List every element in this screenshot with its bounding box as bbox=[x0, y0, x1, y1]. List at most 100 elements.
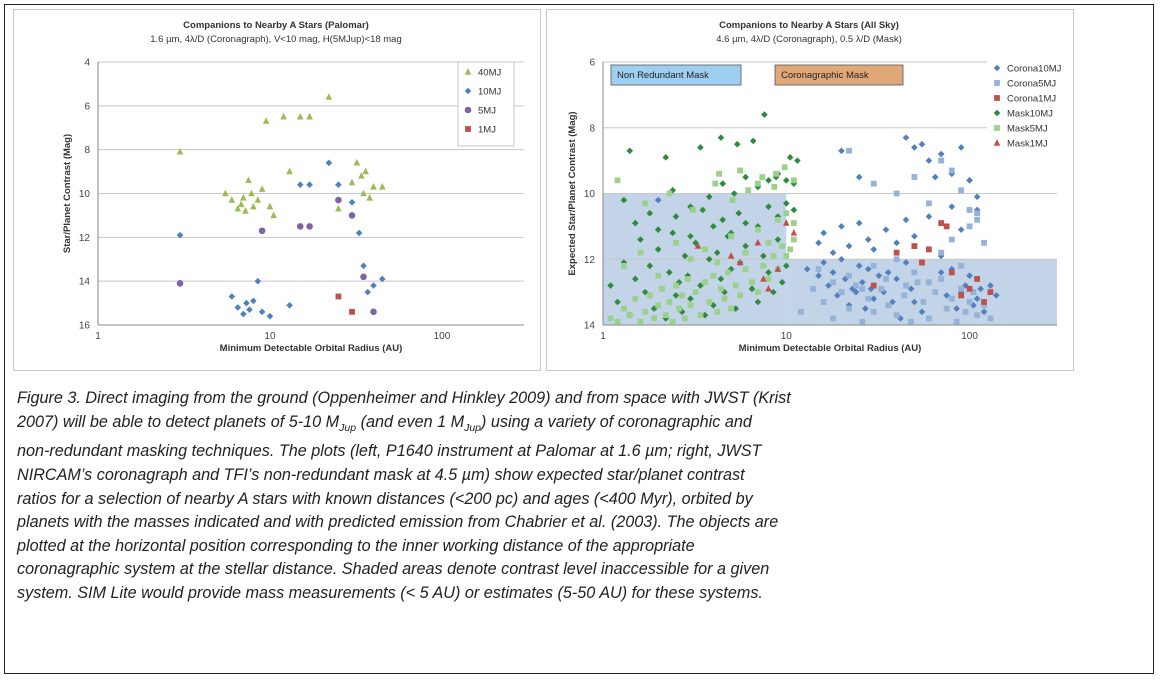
right-point-corona10mj bbox=[864, 265, 872, 273]
right-point-mask5mj bbox=[729, 197, 736, 203]
right-legend-label-corona1mj: Corona1MJ bbox=[1007, 94, 1056, 105]
left-series-1mj bbox=[335, 293, 355, 315]
left-point-40mj bbox=[266, 202, 274, 210]
caption-line-1: Figure 3. Direct imaging from the ground… bbox=[17, 389, 791, 407]
right-point-corona10mj bbox=[987, 282, 994, 289]
right-legend bbox=[987, 58, 1067, 156]
right-point-corona10mj bbox=[815, 239, 822, 247]
right-legend-label-mask1mj: Mask1MJ bbox=[1007, 139, 1048, 150]
right-point-corona5mj bbox=[846, 147, 852, 154]
right-point-mask10mj bbox=[607, 282, 614, 289]
right-point-mask5mj bbox=[642, 200, 649, 207]
right-point-corona10mj bbox=[820, 229, 827, 237]
right-point-mask5mj bbox=[646, 292, 653, 299]
caption-line-2b: (and even 1 M bbox=[356, 412, 465, 431]
right-point-corona10mj bbox=[815, 272, 822, 279]
right-point-mask1mj bbox=[736, 258, 744, 266]
right-point-mask10mj bbox=[774, 236, 782, 243]
right-point-mask5mj bbox=[759, 174, 766, 180]
right-point-mask10mj bbox=[717, 275, 725, 283]
right-point-mask5mj bbox=[651, 315, 657, 322]
right-point-mask10mj bbox=[710, 223, 717, 230]
left-point-40mj bbox=[248, 189, 255, 197]
left-point-40mj bbox=[242, 207, 249, 214]
left-point-10mj bbox=[243, 299, 250, 307]
right-point-corona5mj bbox=[938, 276, 945, 282]
right-point-corona5mj bbox=[966, 299, 973, 305]
left-point-10mj bbox=[254, 277, 262, 285]
left-ytick-14: 14 bbox=[79, 277, 91, 288]
right-point-corona5mj bbox=[925, 279, 932, 286]
right-point-corona5mj bbox=[859, 318, 866, 325]
left-point-40mj bbox=[370, 183, 377, 190]
right-point-corona5mj bbox=[966, 207, 973, 213]
left-legend-marker-40mj bbox=[464, 68, 472, 75]
right-point-mask5mj bbox=[718, 285, 724, 292]
right-point-mask5mj bbox=[642, 308, 649, 315]
right-point-corona10mj bbox=[966, 177, 973, 184]
right-point-mask5mj bbox=[706, 299, 713, 305]
right-point-corona1mj bbox=[974, 276, 981, 282]
caption-sub-2: Jup bbox=[464, 421, 482, 434]
left-point-40mj bbox=[306, 112, 313, 120]
left-xtick-100: 100 bbox=[434, 331, 451, 342]
left-point-5mj bbox=[335, 196, 342, 204]
right-point-corona10mj bbox=[838, 223, 845, 230]
right-point-corona5mj bbox=[830, 279, 836, 286]
left-point-10mj bbox=[364, 288, 371, 296]
left-series-40mj bbox=[176, 93, 386, 219]
left-legend-label-10mj: 10MJ bbox=[478, 87, 501, 98]
right-ytick-10: 10 bbox=[584, 189, 596, 200]
right-point-mask5mj bbox=[710, 272, 717, 279]
right-point-corona10mj bbox=[977, 285, 984, 293]
left-point-5mj bbox=[360, 273, 367, 281]
right-point-mask5mj bbox=[745, 187, 752, 194]
right-point-corona10mj bbox=[838, 255, 845, 263]
caption-line-5: ratios for a selection of nearby A stars… bbox=[17, 489, 753, 508]
right-point-mask5mj bbox=[749, 279, 755, 286]
left-point-40mj bbox=[228, 196, 236, 203]
left-point-10mj bbox=[355, 229, 363, 237]
right-point-corona10mj bbox=[931, 173, 939, 181]
right-point-mask5mj bbox=[682, 315, 688, 322]
right-point-corona5mj bbox=[853, 282, 859, 289]
right-point-corona5mj bbox=[903, 282, 909, 289]
right-point-mask5mj bbox=[626, 312, 633, 319]
right-point-corona1mj bbox=[870, 282, 877, 289]
left-point-40mj bbox=[240, 193, 247, 201]
right-point-corona5mj bbox=[870, 308, 877, 315]
left-point-10mj bbox=[246, 306, 253, 313]
right-point-mask5mj bbox=[666, 299, 673, 305]
right-point-corona10mj bbox=[654, 196, 662, 204]
left-point-40mj bbox=[366, 193, 373, 201]
right-point-mask5mj bbox=[659, 285, 665, 292]
left-point-40mj bbox=[222, 189, 229, 197]
left-chart-subtitle: 1.6 µm, 4λ/D (Coronagraph), V<10 mag, H(… bbox=[150, 34, 402, 45]
right-point-mask10mj bbox=[754, 298, 762, 306]
right-point-mask5mj bbox=[728, 305, 735, 312]
right-point-mask10mj bbox=[641, 288, 649, 296]
left-point-5mj bbox=[306, 223, 313, 230]
right-point-mask5mj bbox=[724, 269, 731, 276]
right-point-mask5mj bbox=[687, 302, 694, 309]
left-point-40mj bbox=[362, 167, 369, 175]
right-point-mask5mj bbox=[655, 302, 662, 309]
right-point-corona5mj bbox=[962, 308, 969, 315]
right-point-mask5mj bbox=[702, 279, 708, 286]
right-point-corona10mj bbox=[838, 147, 845, 155]
right-point-corona10mj bbox=[918, 308, 926, 316]
right-series-mask1mj bbox=[694, 219, 798, 292]
left-xtick-10: 10 bbox=[264, 331, 276, 342]
right-point-corona1mj bbox=[919, 259, 925, 266]
right-legend-marker-corona5mj bbox=[994, 80, 1000, 86]
left-legend-marker-10mj bbox=[464, 87, 472, 95]
caption-line-7: plotted at the horizontal position corre… bbox=[17, 536, 695, 555]
right-point-corona10mj bbox=[893, 239, 900, 247]
left-point-40mj bbox=[245, 176, 252, 184]
right-point-corona5mj bbox=[953, 318, 960, 325]
right-point-corona10mj bbox=[882, 226, 890, 233]
right-point-corona1mj bbox=[943, 223, 950, 230]
right-point-mask10mj bbox=[631, 275, 639, 283]
right-ytick-8: 8 bbox=[589, 123, 595, 134]
right-point-corona1mj bbox=[893, 249, 900, 256]
